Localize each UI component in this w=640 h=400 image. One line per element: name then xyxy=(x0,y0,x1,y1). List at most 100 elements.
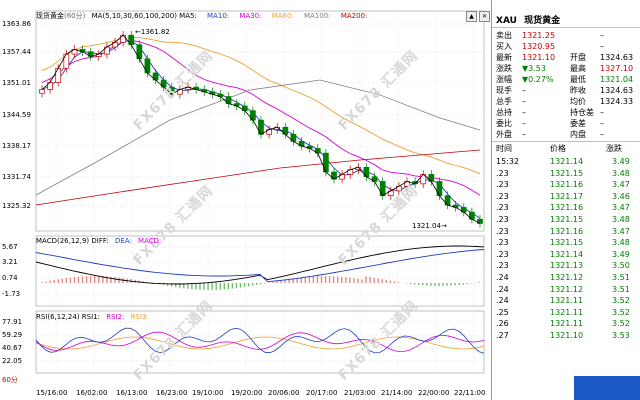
tick-change: 3.49 xyxy=(612,249,630,259)
period-selector[interactable]: 60分 xyxy=(2,376,18,384)
macd-dea-line xyxy=(35,249,485,283)
ma10-legend: MA10: xyxy=(207,12,230,20)
quote-value: – xyxy=(600,31,604,40)
rsi1-line xyxy=(35,327,485,354)
trough-annotation: 1321.04→ xyxy=(412,222,447,230)
ma60-legend: MA60: xyxy=(271,12,294,20)
tick-change: 3.52 xyxy=(612,296,630,306)
tick-price: 1321.16 xyxy=(550,226,584,236)
ma5-line xyxy=(41,34,481,224)
candle-body xyxy=(250,110,256,121)
y-axis-label: 1331.74 xyxy=(2,173,31,181)
tick-time: .23 xyxy=(496,203,509,213)
x-axis-label: 19/20:00 xyxy=(231,389,263,397)
quote-label: 涨跌 xyxy=(496,64,512,73)
quote-value: – xyxy=(600,108,604,117)
tick-time: .24 xyxy=(496,284,509,294)
y-axis-label: 1351.01 xyxy=(2,79,31,87)
ma100-legend: MA100: xyxy=(304,12,331,20)
tick-row: .23 1321.14 3.49 xyxy=(492,249,640,261)
close-icon[interactable]: ✕ xyxy=(479,11,490,22)
tick-price: 1321.11 xyxy=(550,307,584,317)
tick-row: .23 1321.15 3.48 xyxy=(492,237,640,249)
x-axis-label: 20/06:00 xyxy=(268,389,300,397)
dea-legend: DEA: xyxy=(114,237,132,245)
quote-value: – xyxy=(522,108,526,117)
tick-time: .24 xyxy=(496,296,509,306)
tick-row: .24 1321.12 3.51 xyxy=(492,272,640,284)
quote-label: 持仓差 xyxy=(570,108,594,117)
tick-price: 1321.15 xyxy=(550,238,584,248)
quote-label: 最低 xyxy=(570,75,586,84)
x-axis-label: 22/00:00 xyxy=(418,389,450,397)
quote-row: 涨幅 ▼0.27% 最低 1321.04 xyxy=(492,74,640,85)
quote-title: XAU 现货黄金 xyxy=(496,13,560,26)
candle-body xyxy=(258,119,264,135)
quote-label: 开盘 xyxy=(570,53,586,62)
tick-row: .23 1321.16 3.47 xyxy=(492,226,640,238)
tick-price: 1321.16 xyxy=(550,180,584,190)
x-axis-label: 22/11:00 xyxy=(454,389,486,397)
quote-value: 1324.63 xyxy=(600,53,634,62)
ad-banner[interactable] xyxy=(574,376,640,400)
rsi-legend: RSI(6,12,24) RSI1: RSI2: RSI3: xyxy=(36,313,149,322)
tick-row: .24 1321.12 3.51 xyxy=(492,284,640,296)
tick-time: .26 xyxy=(496,319,509,329)
macd-params: MACD(26,12,9) xyxy=(36,237,90,245)
quote-label: 最高 xyxy=(570,64,586,73)
tick-time: .24 xyxy=(496,273,509,282)
ma200-legend: MA200: xyxy=(340,12,368,20)
quote-label: 委比 xyxy=(496,119,512,128)
tick-price: 1321.13 xyxy=(550,261,584,271)
tick-change: 3.53 xyxy=(612,331,630,340)
quote-label: 外盘 xyxy=(496,130,512,139)
symbol-code: XAU xyxy=(496,16,517,26)
macd-y-label: 5.67 xyxy=(2,243,18,251)
tick-time: .23 xyxy=(496,180,509,190)
quote-value: ▼3.53 xyxy=(522,64,546,73)
tick-row: .23 1321.15 3.48 xyxy=(492,214,640,226)
x-axis-label: 21/03:00 xyxy=(344,389,376,397)
macd-panel-frame xyxy=(35,235,485,307)
x-axis-label: 20/17:00 xyxy=(306,389,338,397)
diff-legend: DIFF: xyxy=(91,237,109,245)
macd-value-legend: MACD: xyxy=(138,237,162,245)
rsi3-line xyxy=(35,336,485,350)
quote-row: 总手 – 均价 1324.33 xyxy=(492,96,640,107)
y-axis-label: 1325.32 xyxy=(2,202,31,210)
chart-canvas[interactable]: ←1361.82 1321.04→ xyxy=(0,0,492,400)
quote-value: – xyxy=(522,97,526,106)
macd-y-label: 3.21 xyxy=(2,258,18,266)
quote-value: 1320.95 xyxy=(522,42,556,51)
tick-price: 1321.11 xyxy=(550,296,584,306)
y-axis-label: 1344.59 xyxy=(2,111,31,119)
rsi-y-label: 22.05 xyxy=(2,357,23,365)
quote-value: – xyxy=(600,42,604,51)
candle-body xyxy=(63,53,70,69)
tick-header-time: 时间 xyxy=(496,144,512,153)
macd-legend: MACD(26,12,9) DIFF: DEA: MACD: xyxy=(36,237,161,246)
tick-change: 3.47 xyxy=(612,203,630,213)
tick-time: .23 xyxy=(496,215,509,224)
quote-row: 最新 1321.10 开盘 1324.63 xyxy=(492,52,640,63)
chart-area[interactable]: ←1361.82 1321.04→ FX678 汇通网 FX678 汇通网 FX6… xyxy=(0,0,492,400)
tick-price: 1321.14 xyxy=(550,249,584,259)
tick-change: 3.48 xyxy=(612,215,630,224)
quote-value: – xyxy=(600,119,604,128)
quote-panel: XAU 现货黄金 卖出 1321.25 – 买入 1320.95 – 最新 1321.10 开盘… xyxy=(492,0,640,400)
candle-body xyxy=(323,152,329,173)
quote-value: 1324.63 xyxy=(600,86,634,95)
rsi-params: RSI(6,12,24) xyxy=(36,313,80,321)
y-axis-label: 1363.86 xyxy=(2,20,31,28)
quote-value: – xyxy=(522,130,526,139)
tick-row: .27 1321.10 3.53 xyxy=(492,330,640,342)
expand-icon[interactable]: ▲ xyxy=(466,11,477,22)
quote-value: – xyxy=(600,130,604,139)
chart-title: 现货黄金 xyxy=(36,12,64,20)
candle-body xyxy=(436,181,443,196)
tick-price: 1321.11 xyxy=(550,319,584,329)
tick-header: 时间 价格 涨跌 xyxy=(492,143,640,154)
tick-change: 3.52 xyxy=(612,319,630,329)
quote-label: 涨幅 xyxy=(496,75,512,84)
quote-row: 总持 – 持仓差 – xyxy=(492,107,640,118)
